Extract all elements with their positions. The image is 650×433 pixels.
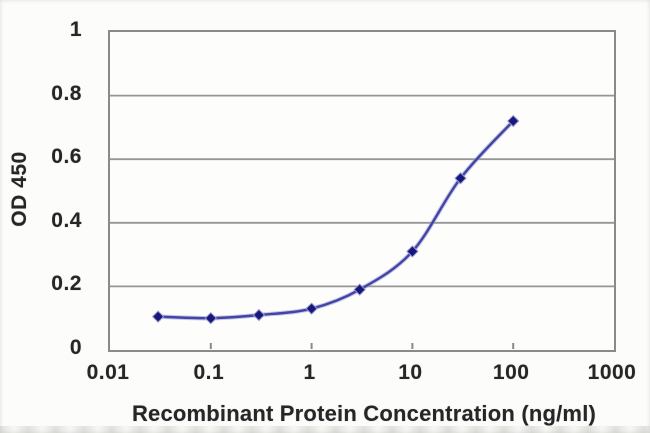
y-tick-label: 0: [69, 336, 82, 359]
x-tick-label: 1: [303, 361, 316, 384]
y-tick-label: 1: [69, 18, 82, 41]
x-tick-label: 10: [398, 361, 423, 384]
data-point-marker: [204, 311, 218, 325]
data-point-marker: [305, 302, 318, 315]
standard-curve-chart: [110, 94, 614, 349]
curve-halo: [155, 118, 516, 321]
data-point-marker: [454, 172, 467, 185]
data-point-marker: [406, 245, 419, 258]
y-tick-label: 0.8: [51, 81, 82, 105]
x-tick-label: 100: [492, 361, 530, 384]
data-point-marker: [252, 308, 266, 322]
plot-area: [108, 30, 616, 352]
y-tick-label: 0.6: [51, 145, 82, 169]
x-axis-title: Recombinant Protein Concentration (ng/ml…: [131, 401, 597, 426]
data-point-marker: [506, 114, 520, 128]
y-tick-label: 0.2: [51, 272, 82, 296]
x-tick-label: 0.1: [193, 361, 225, 384]
data-point-marker: [151, 310, 165, 323]
curve-line: [156, 119, 515, 320]
y-tick-label: 0.4: [51, 208, 82, 232]
jpeg-artifact-strip: [0, 426, 650, 433]
x-tick-label: 0.01: [86, 361, 130, 384]
x-tick-label: 1000: [587, 361, 637, 384]
data-point-marker: [353, 283, 366, 296]
